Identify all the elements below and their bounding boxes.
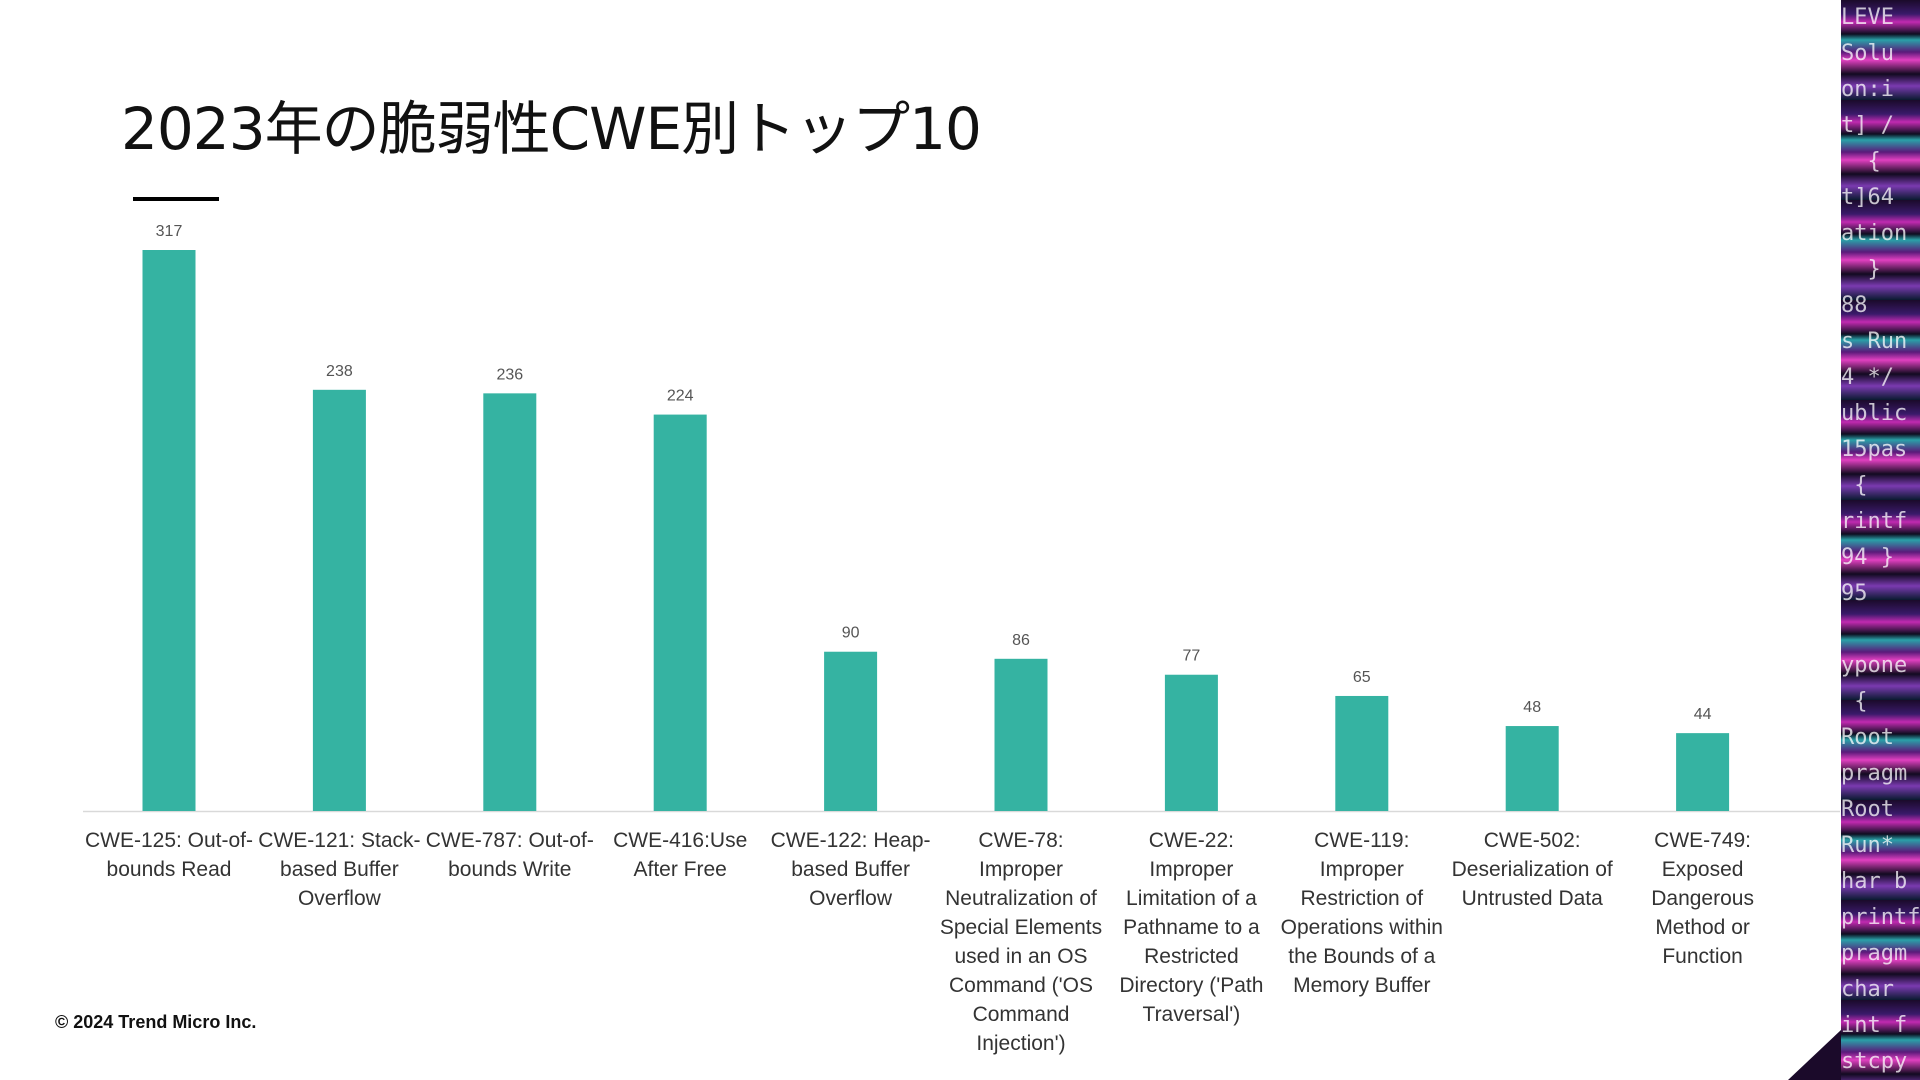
x-tick-label: CWE-22: Improper Limitation of a Pathnam… [1119,829,1264,1026]
data-label: 48 [1523,699,1541,716]
copyright: © 2024 Trend Micro Inc. [55,1012,257,1032]
bar [142,250,196,811]
x-tick-label: CWE-78: Improper Neutralization of Speci… [939,829,1103,1055]
decorative-corner [1788,1030,1841,1080]
bar [1164,674,1218,811]
data-label: 44 [1694,706,1712,723]
x-tick-label: CWE-119: Improper Restriction of Operati… [1280,829,1443,997]
bar [1505,726,1559,811]
data-label: 238 [326,363,353,380]
bar [653,414,707,811]
decorative-code-strip [1841,0,1920,1080]
bar-chart: 317 238 236 224 90 86 77 65 48 44 [83,223,1840,813]
slide-title: 2023年の脆弱性CWE別トップ10 [121,95,982,163]
decorative-code-text: LEVE Solu on:i t] / { t]64 ation } 88 s … [1841,5,1920,1074]
x-tick-label: CWE-122: Heap-based Buffer Overflow [770,829,931,910]
x-tick-label: CWE-121: Stack-based Buffer Overflow [258,829,421,910]
x-tick-label: CWE-749: Exposed Dangerous Method or Fun… [1651,829,1754,968]
x-tick-label: CWE-125: Out-of-bounds Read [84,829,254,881]
data-label: 86 [1012,632,1030,649]
data-label: 90 [842,625,860,642]
bar [824,651,878,811]
data-label: 77 [1183,648,1201,665]
bar [994,658,1048,811]
x-tick-label: CWE-502: Deserialization of Untrusted Da… [1451,829,1613,910]
x-tick-label: CWE-787: Out-of-bounds Write [425,829,594,881]
data-label: 317 [156,223,183,240]
data-label: 65 [1353,669,1371,686]
title-underline [133,197,219,201]
data-label: 236 [496,366,523,383]
bar [483,393,537,811]
bar [1335,695,1389,811]
x-tick-label: CWE-416:Use After Free [613,829,748,881]
bar [312,389,366,811]
bar [1676,733,1730,811]
data-label: 224 [667,388,694,405]
